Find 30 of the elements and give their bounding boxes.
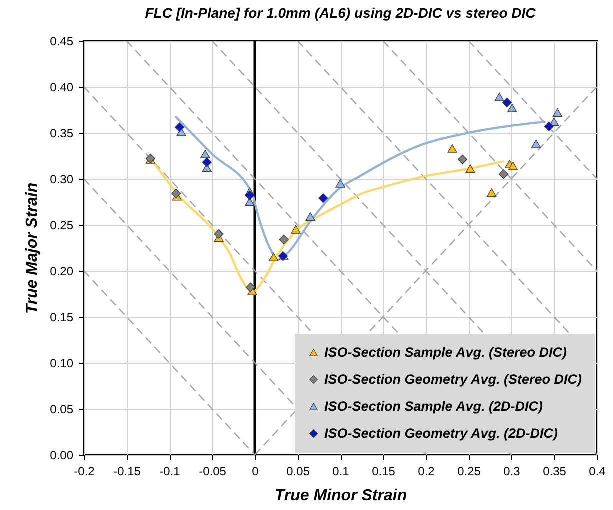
y-tick-label: 0.15 <box>50 310 74 324</box>
x-tick-label: -0.05 <box>199 464 227 478</box>
legend-label: ISO-Section Geometry Avg. (2D-DIC) <box>324 426 559 441</box>
y-tick-label: 0.20 <box>50 264 74 278</box>
y-tick-label: 0.45 <box>50 34 74 48</box>
x-tick-label: 0.3 <box>504 464 521 478</box>
y-tick-label: 0.40 <box>50 80 74 94</box>
y-axis-title: True Major Strain <box>24 182 42 314</box>
x-tick-label: -0.15 <box>114 464 142 478</box>
x-tick-label: 0 <box>252 464 260 478</box>
x-tick-label: -0.2 <box>74 464 96 478</box>
y-tick-label: 0.05 <box>50 402 74 416</box>
x-tick-label: 0.1 <box>332 464 350 478</box>
chart-title: FLC [In-Plane] for 1.0mm (AL6) using 2D-DIC vs stereo DIC <box>145 5 537 21</box>
x-tick-label: 0.25 <box>458 464 482 478</box>
legend-label: ISO-Section Geometry Avg. (Stereo DIC) <box>324 372 583 387</box>
y-tick-label: 0.30 <box>50 172 74 186</box>
x-tick-label: 0.35 <box>543 464 567 478</box>
legend-label: ISO-Section Sample Avg. (Stereo DIC) <box>324 344 568 360</box>
y-tick-label: 0.10 <box>50 356 74 370</box>
x-tick-label: 0.05 <box>286 464 310 478</box>
y-tick-label: 0.35 <box>50 126 74 140</box>
y-tick-label: 0.00 <box>50 448 74 462</box>
x-tick-label: -0.1 <box>160 464 181 478</box>
x-tick-label: 0.4 <box>589 464 606 478</box>
x-tick-label: 0.15 <box>372 464 396 478</box>
x-tick-label: 0.2 <box>418 464 436 478</box>
legend-label: ISO-Section Sample Avg. (2D-DIC) <box>324 398 544 414</box>
y-tick-label: 0.25 <box>50 218 74 232</box>
x-axis-title: True Minor Strain <box>274 488 408 504</box>
